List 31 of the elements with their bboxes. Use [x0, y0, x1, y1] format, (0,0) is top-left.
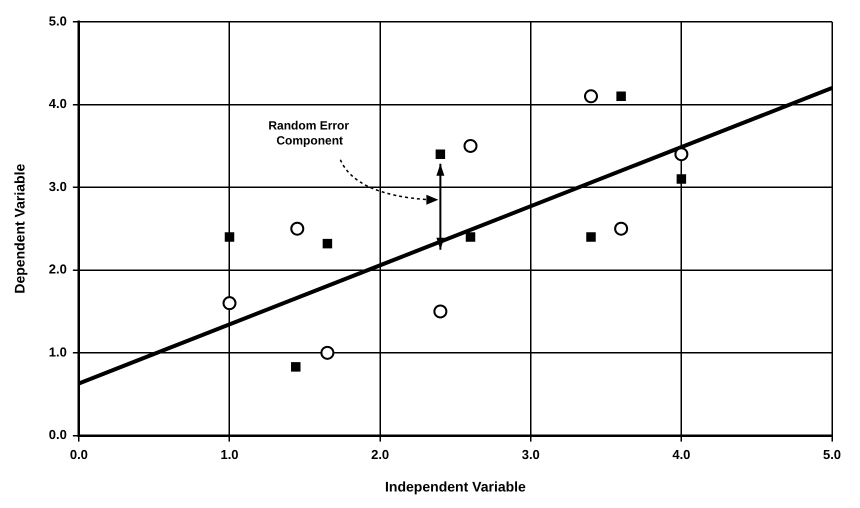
y-tick-label: 0.0 [48, 427, 67, 442]
y-tick-label: 2.0 [48, 262, 67, 277]
y-axis-title: Dependent Variable [11, 164, 28, 294]
x-tick-label: 1.0 [220, 446, 239, 462]
point [436, 149, 446, 159]
annotation: Random Error Component [268, 118, 350, 148]
x-tick-label: 4.0 [672, 446, 690, 462]
x-axis-title: Independent Variable [385, 478, 526, 494]
y-tick-label: 5.0 [48, 13, 67, 28]
point [584, 89, 598, 104]
point [586, 232, 596, 242]
x-tick-label: 0.0 [70, 446, 88, 462]
point [614, 222, 628, 236]
point [676, 174, 686, 184]
x-tick-label: 5.0 [822, 446, 842, 462]
point [464, 138, 478, 153]
x-tick-label: 2.0 [371, 446, 390, 462]
point [222, 296, 236, 310]
y-tick-label: 3.0 [48, 178, 67, 194]
y-tick-label: 4.0 [48, 96, 67, 112]
y-tick-label: 1.0 [48, 344, 67, 360]
point [291, 362, 301, 372]
x-tick-label: 3.0 [522, 446, 540, 462]
point [433, 304, 448, 318]
point [320, 346, 334, 360]
point [322, 238, 332, 248]
point [466, 232, 476, 242]
point [290, 222, 304, 236]
point [224, 232, 234, 242]
point [674, 147, 688, 162]
point [616, 92, 626, 102]
